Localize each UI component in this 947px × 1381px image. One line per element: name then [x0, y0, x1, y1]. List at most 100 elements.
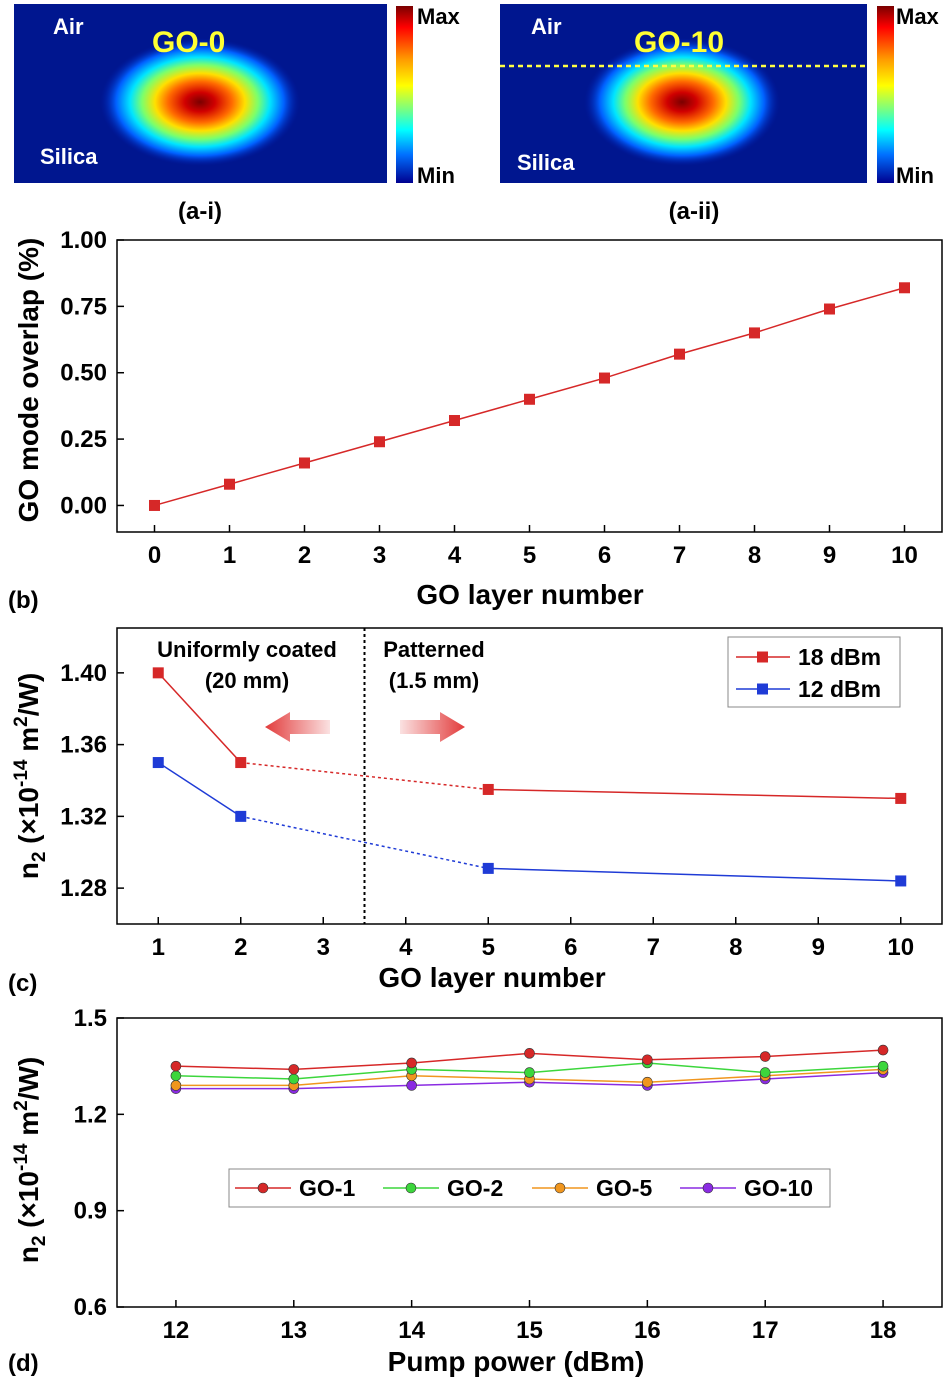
y-tick-label: 1.00: [60, 227, 107, 254]
panel-label: (b): [8, 587, 39, 614]
y-tick-label: 1.28: [60, 875, 107, 902]
y-tick-label: 0.00: [60, 492, 107, 519]
data-point: [288, 1073, 300, 1085]
x-tick-label: 3: [373, 542, 386, 569]
data-point: [288, 1064, 300, 1075]
colorbar-min-label: Min: [896, 163, 934, 188]
x-tick-label: 12: [163, 1317, 190, 1344]
legend-marker: [257, 1182, 269, 1194]
data-point: [877, 1060, 889, 1072]
plot-frame: [116, 1017, 943, 1308]
x-tick-label: 8: [748, 542, 761, 569]
colorbar-max-label: Max: [417, 4, 461, 29]
panel-label: (d): [8, 1350, 39, 1377]
data-point: [235, 757, 247, 769]
data-point: [170, 1060, 182, 1072]
legend-marker: [405, 1182, 417, 1194]
y-tick-label: 0.50: [60, 360, 107, 387]
legend-label: GO-10: [744, 1175, 813, 1201]
data-point: [877, 1044, 889, 1056]
x-axis-label: GO layer number: [416, 579, 643, 610]
data-point: [482, 783, 494, 795]
y-axis-label: n2 (×10-14 m2/W): [11, 673, 50, 880]
x-tick-label: 1: [152, 934, 165, 961]
colorbar-max-label: Max: [896, 4, 940, 29]
legend-entries: GO-1 GO-2 GO-5 GO-10: [235, 1175, 813, 1201]
x-tick-label: 10: [887, 934, 914, 961]
silica-label: Silica: [517, 150, 575, 175]
x-tick-label: 17: [752, 1317, 779, 1344]
data-point: [406, 1080, 417, 1091]
tick-layer: 12 13 14 15 16 17 18 0.6 0.9 1.2 1.5: [74, 1005, 897, 1344]
series-segment: [157, 761, 242, 817]
legend-label: GO-5: [596, 1175, 652, 1201]
legend: 18 dBm 12 dBm: [727, 636, 901, 708]
tick-layer: 1 2 3 4 5 6 7 8 9 10 1.28 1.32 1.36 1.40: [60, 660, 914, 961]
colorbar: [877, 6, 894, 183]
x-tick-label: 7: [673, 542, 686, 569]
data-point: [642, 1076, 653, 1088]
y-tick-label: 1.2: [74, 1101, 107, 1128]
mode-field-spot: [100, 38, 300, 166]
y-tick-label: 0.25: [60, 426, 107, 453]
y-tick-label: 0.75: [60, 293, 107, 320]
x-tick-label: 1: [223, 542, 236, 569]
series-segment: [488, 788, 901, 800]
series-segment: [488, 867, 901, 882]
x-tick-label: 0: [148, 542, 161, 569]
legend-box: [727, 636, 901, 708]
silica-label: Silica: [40, 144, 98, 169]
x-tick-label: 5: [523, 542, 536, 569]
x-tick-label: 8: [729, 934, 742, 961]
x-tick-label: 14: [398, 1317, 425, 1344]
data-point: [152, 667, 164, 679]
y-tick-label: 1.40: [60, 660, 107, 687]
legend-label: GO-1: [299, 1175, 355, 1201]
y-tick-label: 0.6: [74, 1294, 107, 1321]
series-segment: [157, 672, 242, 764]
legend-marker: [757, 651, 768, 663]
legend: GO-1 GO-2 GO-5 GO-10: [228, 1168, 831, 1208]
x-tick-label: 2: [298, 542, 311, 569]
data-point: [642, 1054, 653, 1066]
go-title: GO-0: [152, 26, 225, 59]
data-point: [749, 327, 760, 339]
colorbar-min-label: Min: [417, 163, 455, 188]
left-arrow: [265, 712, 330, 742]
data-point: [524, 1048, 535, 1059]
data-point: [149, 499, 160, 511]
x-tick-label: 9: [812, 934, 825, 961]
x-tick-label: 6: [598, 542, 611, 569]
data-point: [224, 478, 235, 490]
data-point: [406, 1057, 417, 1069]
uniform-annotation-length: (20 mm): [205, 668, 289, 693]
y-axis-label: GO mode overlap (%): [13, 238, 44, 523]
x-tick-label: 10: [891, 542, 918, 569]
air-label: Air: [53, 14, 84, 39]
data-point: [374, 436, 385, 448]
x-tick-label: 7: [647, 934, 660, 961]
x-tick-label: 3: [317, 934, 330, 961]
plot-frame: [116, 627, 943, 925]
data-point: [524, 1067, 535, 1078]
patterned-annotation-title: Patterned: [383, 637, 484, 662]
series-layer: [170, 1044, 889, 1094]
panel-a-ii: Air GO-10 Silica Max Min (a-ii): [500, 4, 940, 225]
data-point: [824, 303, 835, 315]
x-tick-label: 4: [399, 934, 413, 961]
air-label: Air: [531, 14, 562, 39]
legend-marker: [702, 1182, 714, 1194]
panel-label: (a-i): [178, 198, 222, 225]
y-tick-label: 0.9: [74, 1198, 107, 1225]
x-tick-label: 15: [516, 1317, 543, 1344]
data-point: [524, 393, 535, 405]
panel-label: (a-ii): [669, 198, 720, 225]
y-tick-label: 1.36: [60, 732, 107, 759]
tick-layer: 0 1 2 3 4 5 6 7 8 9 10 0.00 0.25 0.50 0.75 1.00: [60, 227, 918, 569]
x-tick-label: 5: [482, 934, 495, 961]
data-point: [482, 862, 494, 874]
x-tick-label: 13: [280, 1317, 307, 1344]
data-point: [895, 875, 907, 887]
data-point: [674, 348, 685, 360]
